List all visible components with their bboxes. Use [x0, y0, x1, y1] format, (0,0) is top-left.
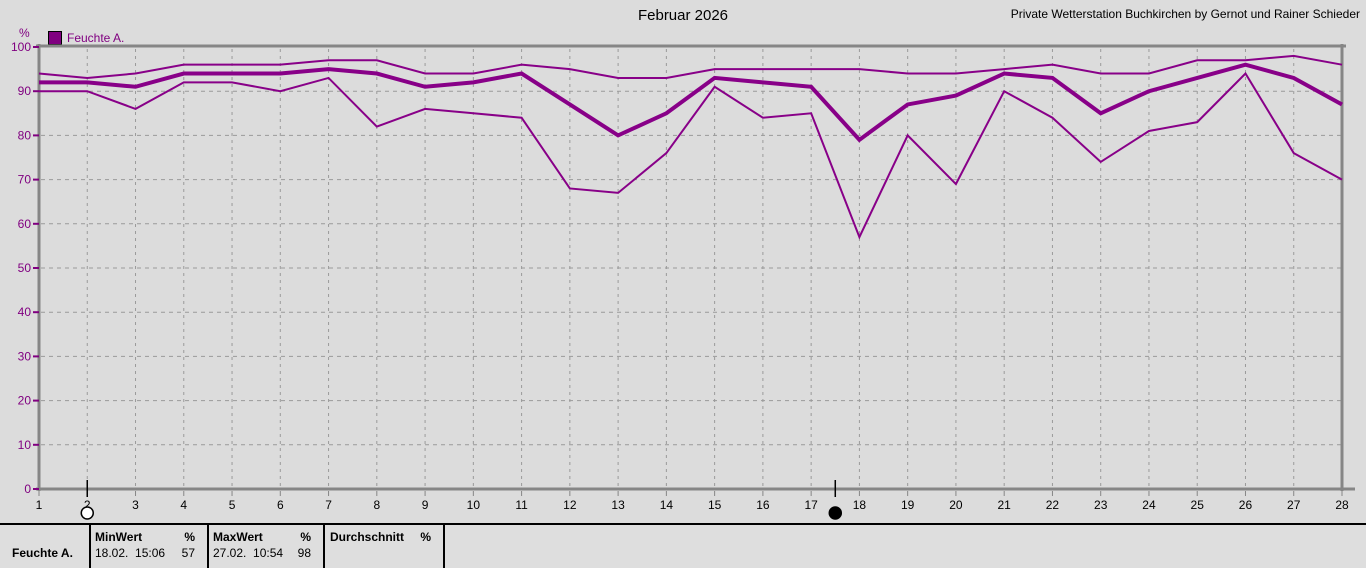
x-tick-label: 28	[1335, 498, 1349, 512]
x-tick-label: 23	[1094, 498, 1108, 512]
maxwert-unit-label: %	[300, 530, 311, 544]
y-tick-label: 100	[11, 40, 31, 54]
x-tick-label: 7	[325, 498, 332, 512]
x-tick-label: 5	[229, 498, 236, 512]
minwert-header: MinWert %	[95, 530, 195, 544]
x-tick-label: 26	[1239, 498, 1253, 512]
x-tick-label: 3	[132, 498, 139, 512]
minwert-header-label: MinWert	[95, 530, 143, 544]
table-divider	[89, 525, 91, 568]
x-tick-label: 25	[1191, 498, 1205, 512]
maxwert-value-row: 27.02. 10:54 98	[213, 546, 311, 560]
x-tick-label: 6	[277, 498, 284, 512]
x-tick-label: 16	[756, 498, 770, 512]
durchschnitt-value-row: 91	[330, 546, 431, 568]
y-tick-label: 70	[18, 173, 32, 187]
y-tick-label: 60	[18, 217, 32, 231]
x-tick-label: 4	[180, 498, 187, 512]
maxwert-value: 98	[297, 546, 311, 560]
table-divider	[323, 525, 325, 568]
summary-panel: Feuchte A. MinWert % 18.02. 15:06 57 Max…	[0, 523, 1366, 568]
x-tick-label: 17	[804, 498, 818, 512]
y-tick-label: 0	[24, 482, 31, 496]
legend: Feuchte A.	[48, 31, 124, 45]
minwert-unit-label: %	[184, 530, 195, 544]
table-divider	[443, 525, 445, 568]
y-tick-label: 10	[18, 438, 32, 452]
y-axis-unit-label: %	[19, 26, 30, 40]
x-tick-label: 22	[1046, 498, 1060, 512]
x-tick-label: 15	[708, 498, 722, 512]
v-gridlines	[86, 49, 1295, 488]
x-tick-label: 13	[611, 498, 625, 512]
minwert-value-row: 18.02. 15:06 57	[95, 546, 195, 560]
maxwert-line	[38, 54, 1343, 79]
y-tick-label: 30	[18, 349, 32, 363]
x-tick-label: 1	[36, 498, 43, 512]
maxwert-header: MaxWert %	[213, 530, 311, 544]
x-tick-label: 27	[1287, 498, 1301, 512]
minwert-line	[39, 71, 1343, 240]
new-moon-icon	[828, 506, 843, 520]
series	[38, 54, 1343, 240]
x-tick-label: 2	[84, 498, 91, 512]
full-moon-icon	[80, 506, 95, 520]
durchschnitt-header: Durchschnitt %	[330, 530, 431, 544]
x-tick-label: 10	[467, 498, 481, 512]
durchschnitt-header-label: Durchschnitt	[330, 530, 405, 544]
x-tick-label: 11	[515, 498, 528, 512]
station-credit: Private Wetterstation Buchkirchen by Ger…	[1010, 7, 1360, 21]
x-tick-label: 14	[660, 498, 674, 512]
minwert-value: 57	[181, 546, 195, 560]
x-tick-label: 20	[949, 498, 963, 512]
x-tick-label: 12	[563, 498, 577, 512]
x-tick-label: 18	[853, 498, 867, 512]
x-tick-label: 8	[373, 498, 380, 512]
maxwert-header-label: MaxWert	[213, 530, 263, 544]
page-title: Februar 2026	[637, 7, 729, 24]
y-tick-label: 50	[18, 261, 32, 275]
x-axis-ticks: 1 2 3 4 5 6 7 8 9 10 11 12 13 14 15 16 17 18 19 20 21 22 23 24 2…	[36, 491, 1349, 512]
legend-label: Feuchte A.	[67, 31, 125, 45]
durchschnitt-line	[39, 62, 1343, 143]
y-tick-label: 80	[18, 128, 32, 142]
x-tick-label: 19	[901, 498, 915, 512]
x-tick-label: 9	[422, 498, 429, 512]
h-gridlines	[41, 90, 1341, 446]
y-tick-label: 20	[18, 394, 32, 408]
y-tick-label: 90	[18, 84, 32, 98]
durchschnitt-unit-label: %	[420, 530, 431, 544]
table-divider	[207, 525, 209, 568]
minwert-datetime: 18.02. 15:06	[95, 546, 166, 560]
y-axis-ticks: 0 10 20 30 40 50 60 70 80 90 100	[11, 40, 39, 496]
x-tick-label: 21	[998, 498, 1012, 512]
summary-row-label: Feuchte A.	[12, 546, 73, 560]
x-tick-label: 24	[1142, 498, 1156, 512]
y-tick-label: 40	[18, 305, 32, 319]
axes	[36, 44, 1355, 491]
maxwert-datetime: 27.02. 10:54	[213, 546, 284, 560]
